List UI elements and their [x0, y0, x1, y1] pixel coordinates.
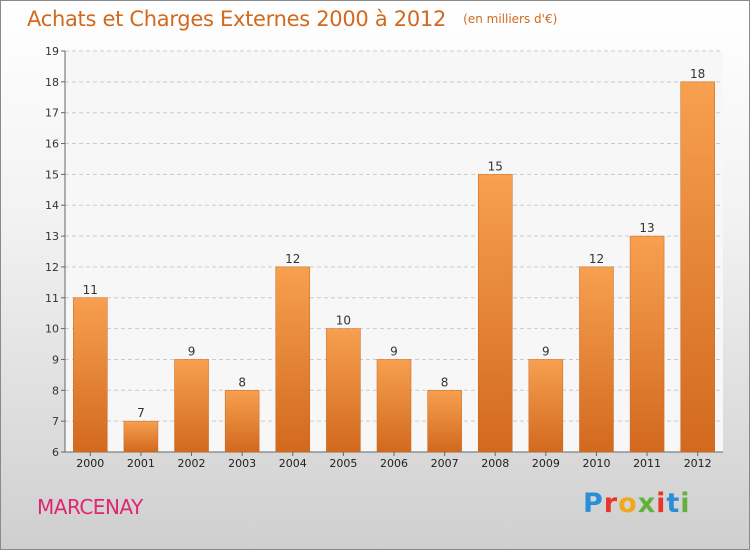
bar-2008: [477, 174, 513, 453]
bar-value-label-2002: 9: [188, 344, 196, 358]
y-tick-label: 10: [45, 323, 59, 336]
chart-subtitle: (en milliers d'€): [463, 12, 558, 26]
bar-2007: [427, 390, 462, 453]
bar-2003: [224, 390, 260, 453]
y-tick-label: 7: [52, 415, 59, 428]
y-tick-label: 6: [52, 446, 59, 459]
bar-2000: [73, 297, 108, 453]
y-tick-label: 15: [45, 168, 59, 181]
bars: [73, 81, 715, 453]
bar-2006: [376, 359, 412, 453]
bar-2005: [326, 328, 361, 453]
x-tick-label-2009: 2009: [532, 457, 560, 470]
x-tick-label-2003: 2003: [228, 457, 256, 470]
x-tick-label-2010: 2010: [582, 457, 610, 470]
bar-2001: [123, 420, 159, 453]
bar-value-label-2006: 9: [390, 344, 398, 358]
bar-2004: [275, 266, 311, 453]
y-tick-label: 8: [52, 384, 59, 397]
x-axis-ticks: 2000 2001 2002 2003 2004 2005 2006 2007 2008 2009…: [76, 452, 712, 470]
bar-value-label-2003: 8: [238, 375, 246, 389]
title-row: Achats et Charges Externes 2000 à 2012 (…: [27, 7, 557, 31]
bar-value-label-2000: 11: [83, 283, 98, 297]
bar-2009: [528, 359, 564, 453]
bar-value-labels: 11 7 9 8 12 10 9 8 15 9 12 13 18: [83, 67, 706, 420]
y-tick-label: 19: [45, 45, 59, 58]
proxiti-logo: Proxiti: [583, 488, 691, 519]
y-tick-label: 16: [45, 138, 59, 151]
x-tick-label-2006: 2006: [380, 457, 408, 470]
x-tick-label-2005: 2005: [329, 457, 357, 470]
y-tick-label: 12: [45, 261, 59, 274]
y-tick-label: 9: [52, 353, 59, 366]
bar-2002: [174, 359, 209, 453]
x-tick-label-2001: 2001: [127, 457, 155, 470]
bar-2011: [629, 235, 665, 453]
y-tick-label: 18: [45, 76, 59, 89]
bar-value-label-2007: 8: [441, 375, 449, 389]
x-tick-label-2007: 2007: [431, 457, 459, 470]
commune-name: MARCENAY: [37, 495, 143, 519]
bar-2010: [579, 266, 614, 453]
y-tick-label: 17: [45, 107, 59, 120]
y-tick-label: 11: [45, 292, 59, 305]
bar-value-label-2008: 15: [488, 159, 503, 173]
bar-value-label-2004: 12: [285, 252, 300, 266]
y-tick-label: 14: [45, 199, 59, 212]
x-tick-label-2002: 2002: [178, 457, 206, 470]
bar-value-label-2012: 18: [690, 67, 705, 81]
bar-2012: [680, 81, 715, 453]
chart-title: Achats et Charges Externes 2000 à 2012: [27, 7, 447, 31]
bar-value-label-2009: 9: [542, 344, 550, 358]
x-tick-label-2004: 2004: [279, 457, 307, 470]
bar-value-label-2011: 13: [639, 221, 654, 235]
x-tick-label-2000: 2000: [76, 457, 104, 470]
bar-value-label-2001: 7: [137, 406, 145, 420]
x-tick-label-2012: 2012: [684, 457, 712, 470]
y-tick-label: 13: [45, 230, 59, 243]
bar-value-label-2010: 12: [589, 252, 604, 266]
x-tick-label-2008: 2008: [481, 457, 509, 470]
bar-value-label-2005: 10: [336, 314, 351, 328]
x-tick-label-2011: 2011: [633, 457, 661, 470]
